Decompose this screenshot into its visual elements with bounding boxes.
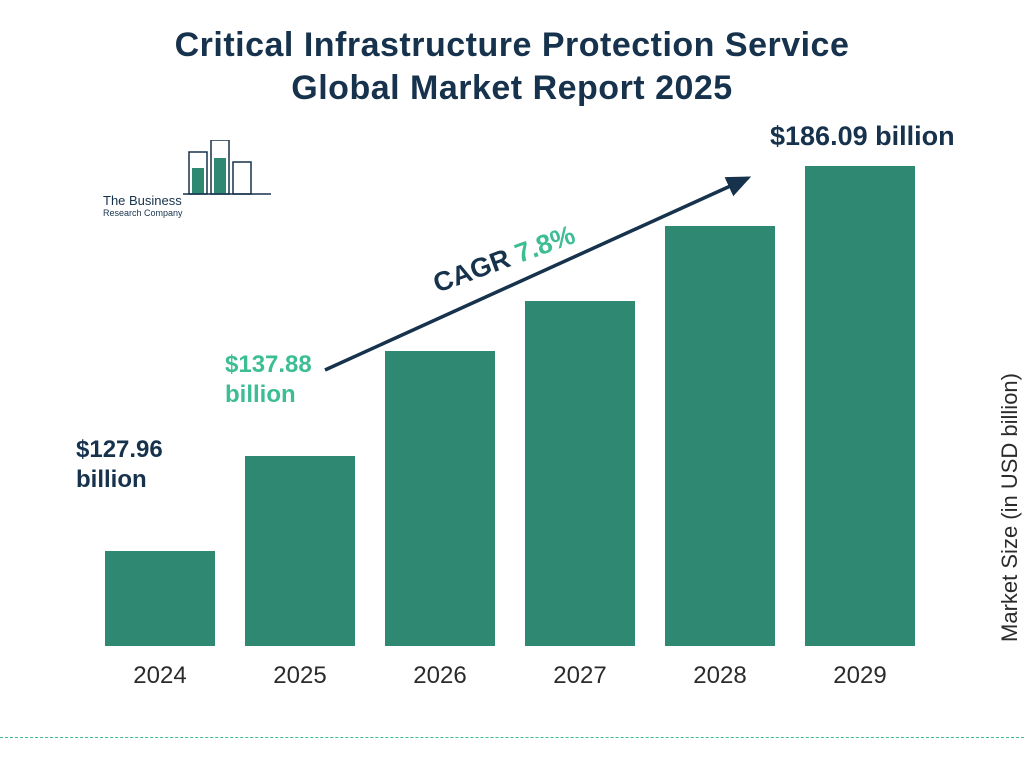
- y-axis-label: Market Size (in USD billion): [997, 373, 1023, 642]
- footer-divider: [0, 737, 1024, 738]
- growth-arrow: [0, 0, 1024, 768]
- chart-canvas: Critical Infrastructure Protection Servi…: [0, 0, 1024, 768]
